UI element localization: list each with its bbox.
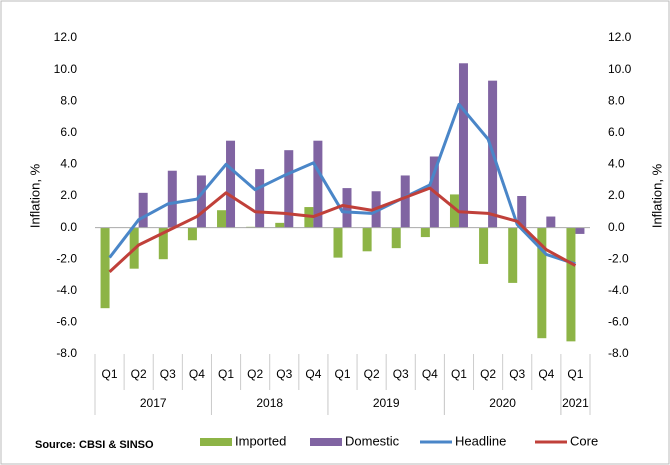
y2-tick-label: -2.0	[608, 251, 629, 265]
y-tick-label: 4.0	[60, 157, 77, 171]
y2-tick-label: -4.0	[608, 283, 629, 297]
bar	[575, 227, 585, 234]
y-tick-label: 6.0	[60, 125, 77, 139]
bar	[537, 227, 547, 339]
legend-label: Core	[570, 433, 598, 448]
bar	[517, 196, 527, 228]
group-label: 2017	[140, 396, 167, 410]
bar	[362, 227, 372, 252]
bar	[333, 227, 343, 258]
bar	[391, 227, 401, 249]
x-tick-label: Q1	[102, 367, 118, 381]
legend-label: Domestic	[345, 433, 400, 448]
bar	[187, 227, 197, 241]
bar	[275, 222, 285, 228]
y2-tick-label: 4.0	[608, 157, 625, 171]
y-tick-label: -8.0	[56, 346, 77, 360]
y-tick-label: 8.0	[60, 93, 77, 107]
legend-swatch	[310, 438, 342, 446]
bar	[449, 194, 459, 228]
x-tick-label: Q2	[247, 367, 263, 381]
y2-tick-label: 2.0	[608, 188, 625, 202]
x-tick-label: Q4	[305, 367, 321, 381]
line-series	[108, 186, 577, 273]
bar	[400, 175, 410, 228]
y-tick-label: -6.0	[56, 315, 77, 329]
group-label: 2020	[489, 396, 516, 410]
bar	[217, 210, 227, 228]
x-tick-label: Q3	[160, 367, 176, 381]
bar	[508, 227, 518, 283]
x-tick-label: Q4	[538, 367, 554, 381]
bar	[342, 188, 352, 228]
x-tick-label: Q1	[567, 367, 583, 381]
x-tick-label: Q2	[480, 367, 496, 381]
line-series	[108, 102, 576, 266]
bar	[458, 63, 468, 228]
y-tick-label: 2.0	[60, 188, 77, 202]
bar	[566, 227, 576, 342]
bar	[138, 192, 148, 228]
x-tick-label: Q1	[218, 367, 234, 381]
bar	[479, 227, 489, 264]
legend-label: Headline	[455, 433, 506, 448]
y2-tick-label: 0.0	[608, 220, 625, 234]
x-tick-label: Q4	[189, 367, 205, 381]
y-tick-label: 10.0	[54, 62, 78, 76]
y-tick-label: -4.0	[56, 283, 77, 297]
y-axis-title: Inflation, %	[27, 163, 42, 228]
x-tick-label: Q3	[509, 367, 525, 381]
bar	[255, 169, 265, 228]
x-tick-label: Q2	[364, 367, 380, 381]
bar	[100, 227, 110, 309]
bar	[196, 175, 206, 228]
y-tick-label: -2.0	[56, 251, 77, 265]
bar	[226, 140, 236, 228]
x-tick-label: Q3	[276, 367, 292, 381]
group-label: 2018	[256, 396, 283, 410]
x-tick-label: Q2	[131, 367, 147, 381]
y2-tick-label: 12.0	[608, 30, 632, 44]
y2-tick-label: -6.0	[608, 315, 629, 329]
bar	[167, 170, 177, 228]
legend-label: Imported	[235, 433, 286, 448]
x-tick-label: Q4	[422, 367, 438, 381]
group-label: 2019	[373, 396, 400, 410]
y2-tick-label: 8.0	[608, 93, 625, 107]
bar	[158, 227, 168, 260]
group-label: 2021	[562, 396, 589, 410]
y2-tick-label: -8.0	[608, 346, 629, 360]
source-note: Source: CBSI & SINSO	[35, 439, 154, 451]
bar	[420, 227, 430, 238]
bar	[546, 216, 556, 228]
y2-axis-title: Inflation, %	[649, 163, 664, 228]
x-tick-label: Q3	[393, 367, 409, 381]
y2-tick-label: 6.0	[608, 125, 625, 139]
x-tick-label: Q1	[334, 367, 350, 381]
y-tick-label: 12.0	[54, 30, 78, 44]
y-tick-label: 0.0	[60, 220, 77, 234]
bar	[284, 150, 294, 228]
x-tick-label: Q1	[451, 367, 467, 381]
y2-tick-label: 10.0	[608, 62, 632, 76]
legend-swatch	[200, 438, 232, 446]
bar	[313, 140, 323, 228]
